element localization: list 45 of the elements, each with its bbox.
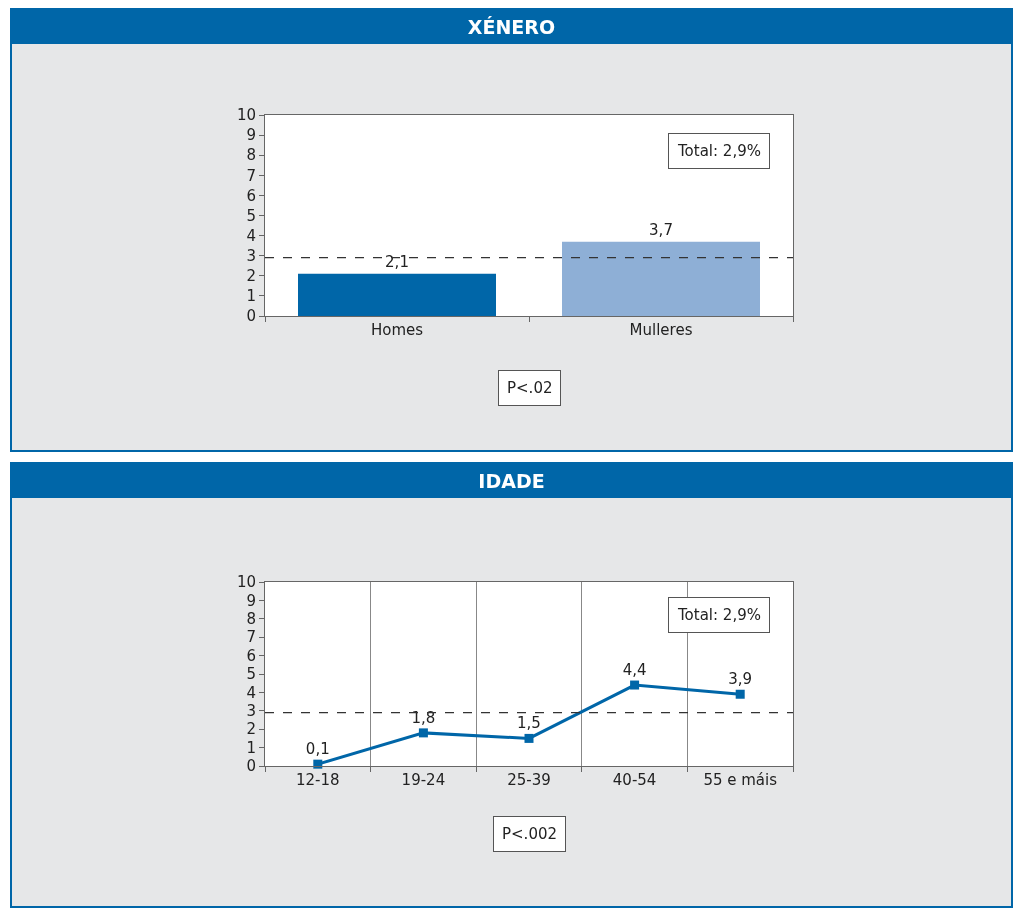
y-tick-label: 0 [246,757,256,776]
y-tick-label: 2 [246,720,256,739]
y-tick-label: 3 [246,702,256,721]
y-tick-label: 6 [246,186,256,205]
text: 4,4 [622,660,647,679]
point [735,689,745,699]
point [630,680,640,690]
y-tick-label: 10 [236,106,256,125]
x-tick-label: Homes [370,321,424,339]
data-label: 3,7 [649,220,673,239]
text: 3,9 [728,669,753,688]
text: P<.002 [502,825,558,843]
y-tick-label: 8 [246,146,256,165]
text: 1,5 [517,714,541,733]
annotation: Total: 2,9% [677,142,761,160]
y-tick-label: 1 [246,738,256,757]
y-tick-label: 4 [246,683,256,702]
chart-title: IDADE [12,464,1011,498]
x-tick-label: Mulleres [629,321,693,339]
x-tick-label: 19-24 [401,771,446,789]
annotation: Total: 2,9% [677,606,761,624]
chart-title: XÉNERO [12,10,1011,44]
text: P<.02 [507,379,553,397]
y-tick-label: 5 [246,206,256,225]
y-tick-label: 0 [246,307,256,326]
y-tick-label: 8 [246,610,256,629]
text: 0,1 [305,739,330,758]
y-tick-label: 7 [246,166,256,185]
y-tick-label: 6 [246,646,256,665]
y-tick-label: 1 [246,287,256,306]
y-tick-label: 2 [246,267,256,286]
y-tick-label: 9 [246,126,256,145]
y-tick-label: 3 [246,246,256,265]
x-tick-label: 25-39 [507,771,551,789]
x-tick-label: 55 e máis [703,771,778,789]
y-tick-label: 4 [246,226,256,245]
y-tick-label: 9 [246,591,256,610]
point [418,728,428,738]
y-tick-label: 5 [246,665,256,684]
x-tick-label: 40-54 [612,771,657,789]
y-tick-label: 10 [236,573,256,592]
point [524,733,534,743]
y-tick-label: 7 [246,628,256,647]
data-label: 2,1 [385,252,409,271]
x-tick-label: 12-18 [296,771,340,789]
